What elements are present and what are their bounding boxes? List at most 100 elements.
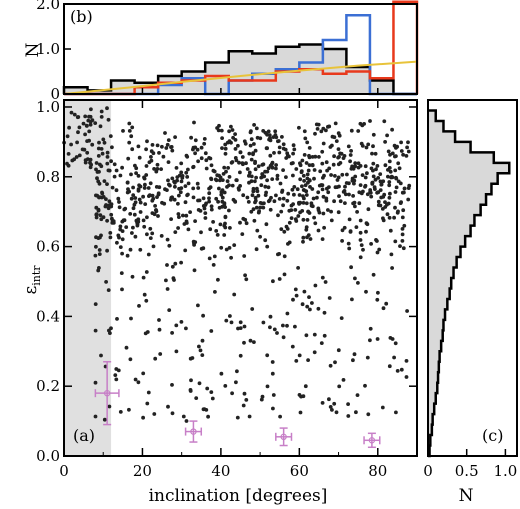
scatter-point — [226, 166, 231, 170]
scatter-point — [87, 114, 91, 119]
scatter-point — [74, 155, 79, 159]
ylabel-a-main: ε — [21, 286, 41, 295]
scatter-point — [305, 172, 310, 177]
scatter-point — [390, 266, 394, 270]
scatter-point — [170, 411, 175, 416]
scatter-point — [179, 186, 184, 191]
scatter-point — [398, 244, 402, 249]
scatter-point — [299, 170, 304, 175]
scatter-point — [376, 199, 381, 204]
scatter-point — [263, 184, 268, 189]
scatter-point — [385, 133, 389, 138]
scatter-point — [351, 194, 355, 198]
scatter-point — [326, 208, 330, 212]
scatter-point — [126, 156, 131, 161]
scatter-point — [353, 204, 357, 209]
scatter-point — [227, 246, 232, 250]
scatter-point — [236, 326, 240, 331]
scatter-point — [177, 215, 181, 220]
scatter-point — [153, 356, 158, 361]
scatter-point — [376, 190, 381, 195]
scatter-point — [238, 353, 243, 358]
scatter-point — [247, 180, 251, 185]
scatter-point — [253, 195, 258, 200]
scatter-point — [353, 161, 358, 166]
scatter-point — [150, 211, 155, 216]
scatter-point — [334, 410, 339, 415]
scatter-point — [85, 139, 89, 144]
y-tick-label: 0.2 — [36, 377, 60, 395]
scatter-point — [387, 183, 392, 188]
scatter-point — [198, 348, 203, 353]
scatter-point — [368, 326, 373, 331]
scatter-point — [142, 186, 147, 190]
scatter-point — [112, 162, 117, 167]
scatter-point — [286, 242, 290, 246]
scatter-point — [400, 215, 405, 220]
scatter-point — [232, 243, 237, 248]
scatter-point — [254, 205, 259, 210]
scatter-point — [87, 129, 92, 134]
scatter-point — [292, 192, 296, 197]
scatter-point — [150, 231, 155, 236]
scatter-point — [291, 143, 296, 148]
scatter-point — [359, 243, 364, 248]
scatter-point — [208, 156, 213, 161]
scatter-point — [311, 196, 316, 201]
scatter-point — [195, 147, 200, 152]
scatter-point — [327, 397, 331, 402]
scatter-point — [109, 326, 113, 331]
scatter-point — [235, 415, 240, 420]
scatter-point — [209, 329, 214, 333]
scatter-point — [149, 155, 153, 159]
scatter-point — [253, 148, 258, 153]
scatter-point — [303, 183, 308, 188]
scatter-point — [236, 186, 241, 191]
scatter-point — [369, 166, 374, 171]
scatter-point — [366, 412, 371, 417]
scatter-point — [263, 169, 267, 174]
scatter-point — [118, 224, 123, 229]
scatter-point — [185, 175, 190, 179]
scatter-point — [124, 345, 129, 350]
scatter-point — [157, 327, 162, 332]
scatter-point — [253, 159, 257, 164]
scatter-point — [168, 183, 172, 188]
scatter-point — [85, 150, 90, 155]
scatter-point — [320, 161, 325, 166]
scatter-point — [263, 130, 268, 135]
scatter-point — [195, 181, 200, 186]
scatter-point — [251, 207, 256, 212]
histogram-series-b-1 — [64, 14, 417, 96]
scatter-point — [321, 211, 326, 216]
scatter-point — [196, 198, 200, 203]
scatter-point — [219, 192, 224, 197]
scatter-point — [198, 209, 203, 213]
scatter-point — [397, 166, 402, 171]
scatter-point — [312, 215, 316, 220]
scatter-point — [260, 163, 265, 167]
scatter-point — [173, 261, 178, 266]
scatter-point — [244, 221, 249, 226]
scatter-point — [277, 277, 282, 281]
panel-label-a: (a) — [73, 426, 95, 445]
scatter-point — [371, 161, 376, 166]
scatter-point — [166, 178, 170, 183]
scatter-point — [316, 206, 321, 211]
plot-frame-c — [427, 99, 518, 457]
scatter-point — [390, 151, 395, 156]
scatter-point — [215, 126, 220, 130]
scatter-point — [118, 227, 123, 232]
scatter-point — [223, 142, 228, 147]
scatter-point — [348, 153, 353, 157]
scatter-point — [373, 177, 378, 182]
scatter-point — [188, 356, 193, 361]
scatter-point — [394, 175, 398, 180]
scatter-point — [136, 174, 141, 178]
scatter-point — [106, 168, 111, 173]
scatter-point — [127, 189, 131, 194]
scatter-point — [249, 137, 254, 142]
scatter-point — [281, 196, 286, 201]
scatter-point — [353, 174, 358, 179]
scatter-point — [105, 106, 109, 111]
